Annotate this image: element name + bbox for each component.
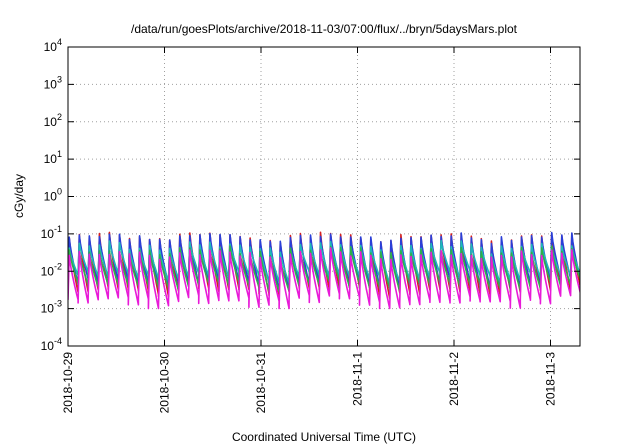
x-tick-label: 2018-10-30 (158, 352, 172, 414)
y-tick-label: 101 (44, 149, 62, 166)
x-tick-label: 2018-10-29 (61, 352, 75, 414)
y-tick-label: 104 (44, 37, 62, 54)
series-line-4 (68, 247, 580, 310)
x-axis-label: Coordinated Universal Time (UTC) (232, 430, 416, 444)
y-tick-label: 10-4 (41, 336, 62, 353)
x-tick-label: 2018-11-2 (447, 352, 461, 406)
y-tick-label: 100 (44, 187, 62, 204)
y-tick-label: 10-3 (41, 299, 62, 316)
y-axis-label: cGy/day (12, 174, 26, 218)
y-tick-label: 103 (44, 74, 62, 91)
x-tick-label: 2018-10-31 (254, 352, 268, 414)
y-tick-label: 10-2 (41, 261, 62, 278)
y-tick-label: 102 (44, 112, 62, 129)
x-tick-label: 2018-11-1 (351, 352, 365, 406)
chart-title: /data/run/goesPlots/archive/2018-11-03/0… (131, 22, 518, 36)
grid (68, 47, 580, 346)
y-tick-label: 10-1 (41, 224, 62, 241)
ticks: 10-4 10-3 10-2 10-1 100 101 102 103 104 2018-10-2… (41, 37, 580, 413)
x-tick-label: 2018-11-3 (544, 352, 558, 406)
series-layer (68, 231, 580, 310)
